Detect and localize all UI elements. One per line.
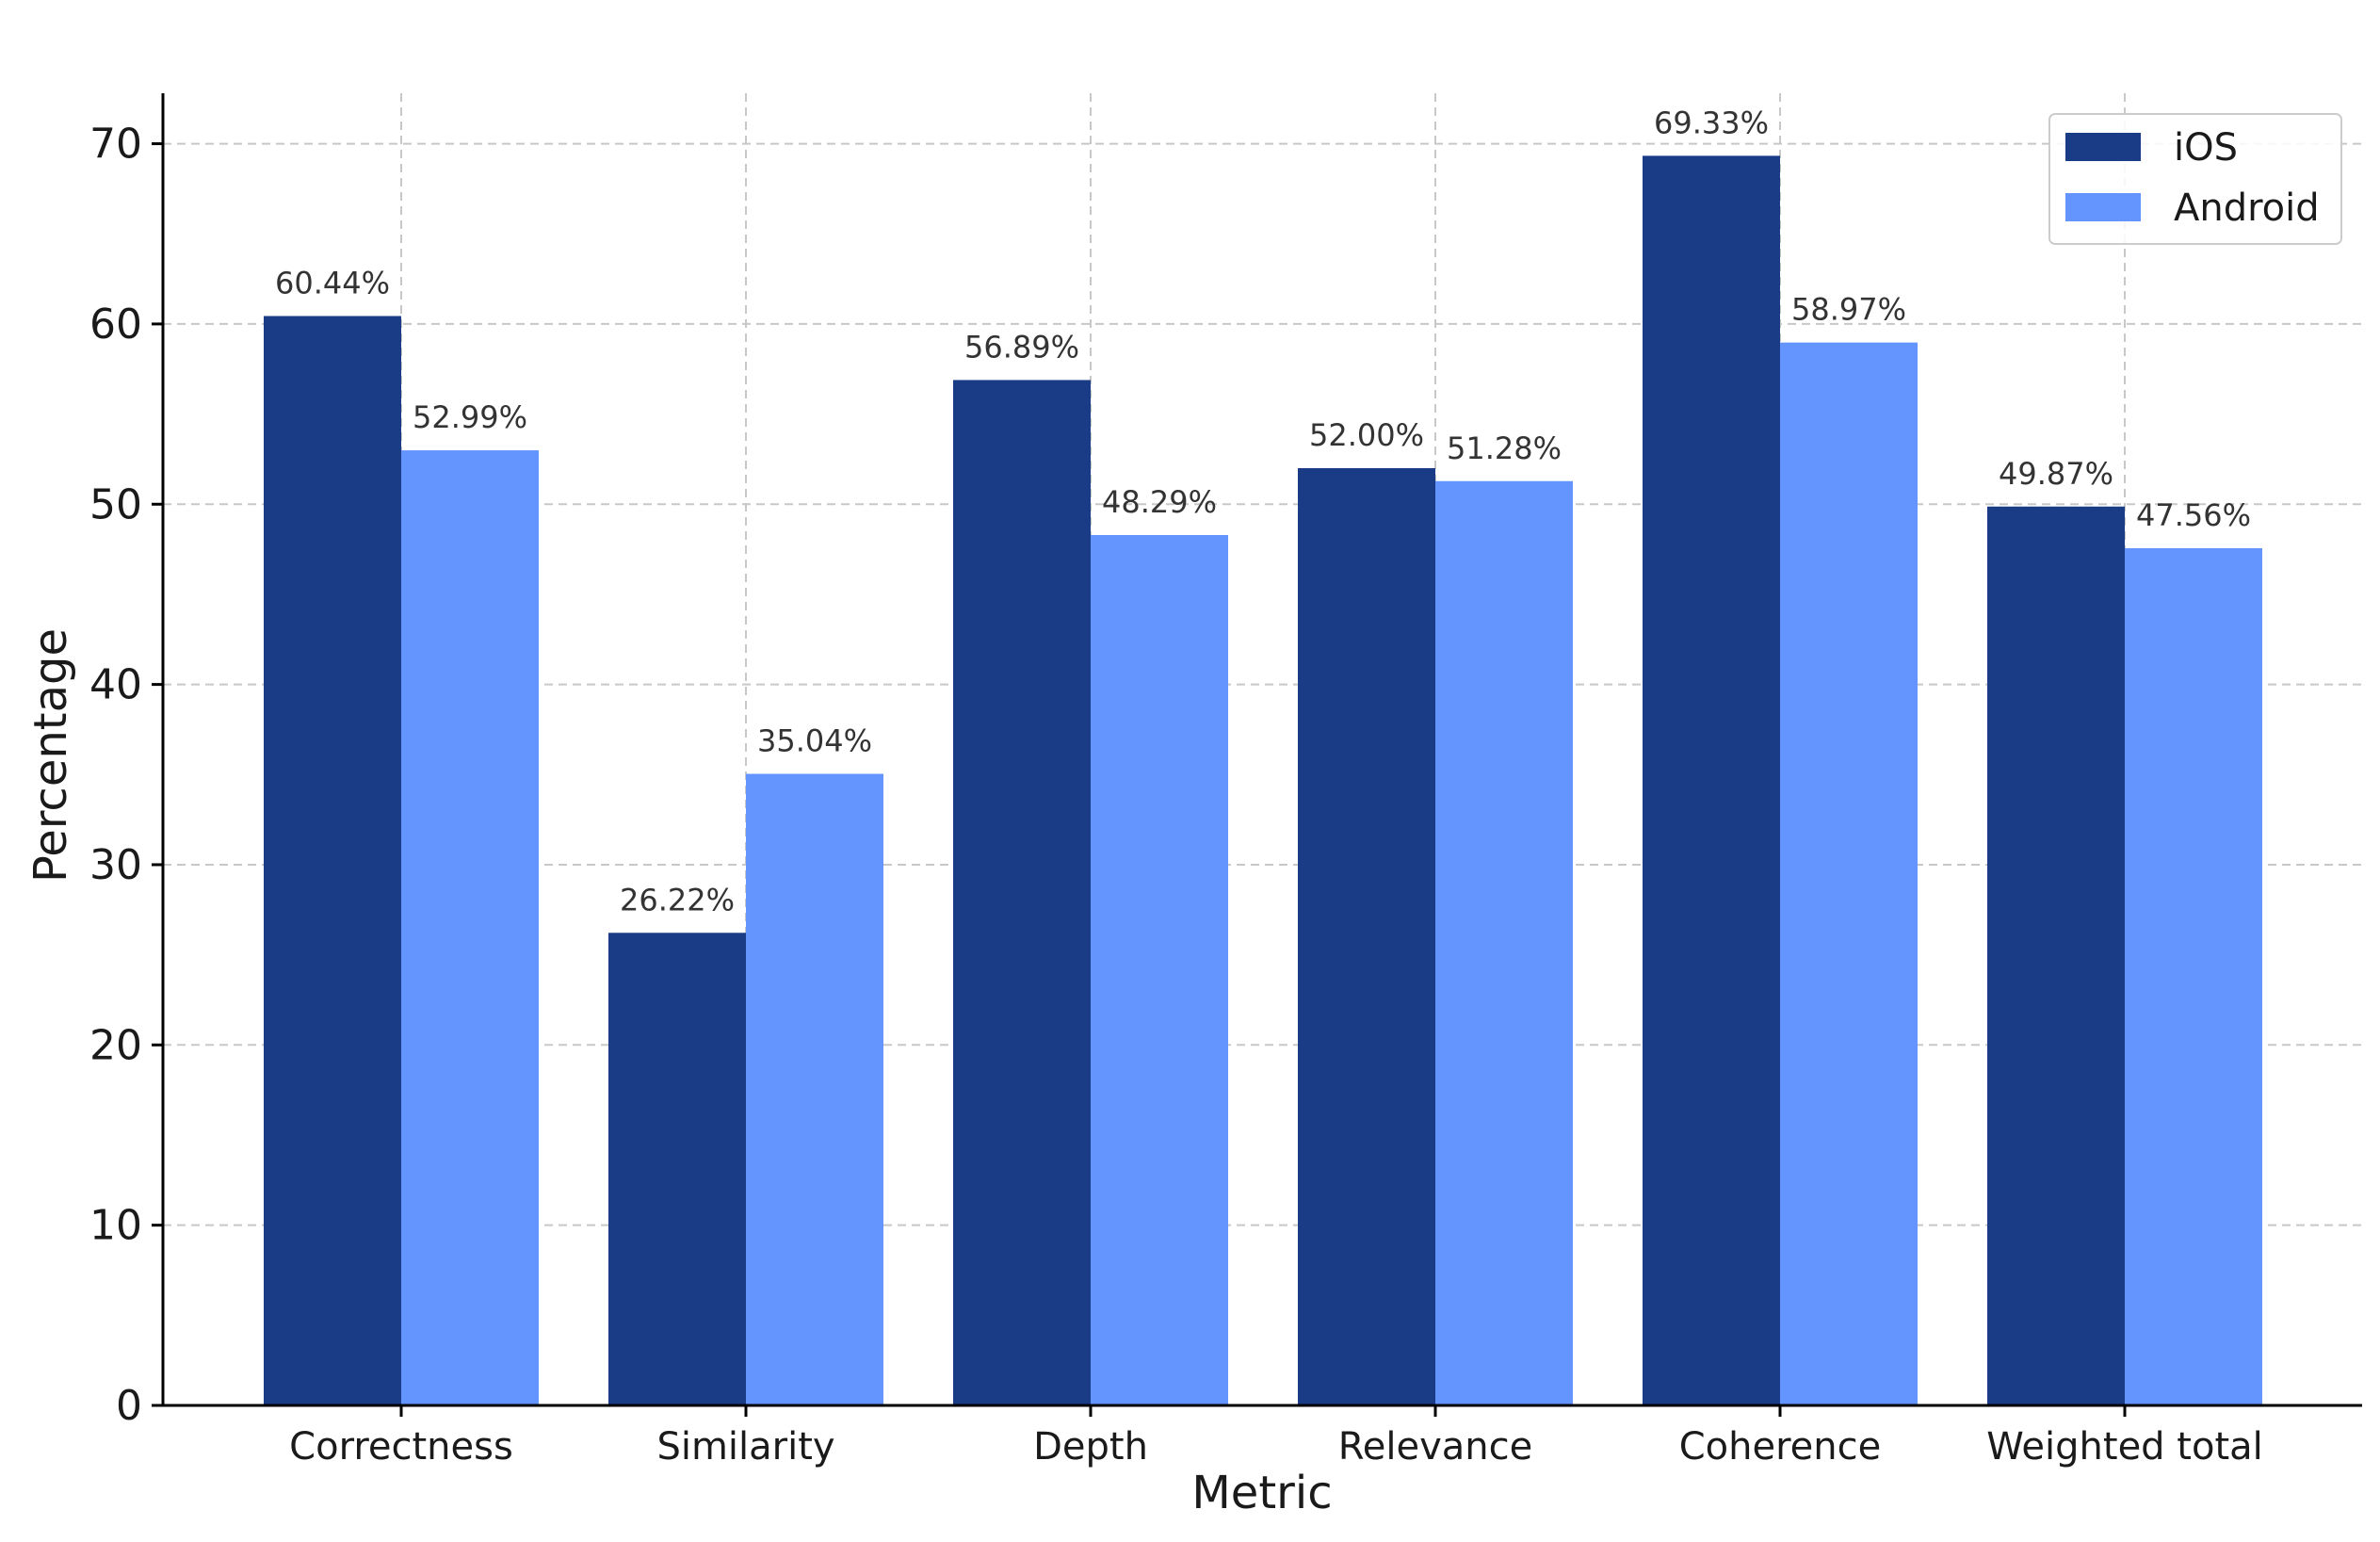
legend-swatch-android: [2065, 193, 2141, 221]
data-label: 58.97%: [1791, 292, 1906, 328]
data-label: 26.22%: [620, 882, 735, 917]
x-tick-label: Relevance: [1338, 1425, 1532, 1469]
y-tick-label: 0: [116, 1382, 142, 1430]
bar-android-1: [746, 773, 883, 1405]
bar-ios-1: [608, 933, 746, 1405]
bar-android-2: [1091, 534, 1228, 1405]
data-labels: 60.44% 26.22% 56.89% 52.00% 69.33% 49.87% 52.9…: [275, 105, 2251, 917]
y-tick-label: 60: [89, 300, 142, 349]
bar-ios-5: [1987, 506, 2125, 1405]
axes: 0 10 20 30 40 50 60 70 Correctness Similarity Dept…: [89, 93, 2362, 1469]
legend-label-android: Android: [2174, 187, 2320, 230]
legend: iOS Android: [2048, 113, 2342, 245]
x-tick-label: Coherence: [1679, 1425, 1882, 1469]
x-tick-label: Similarity: [656, 1425, 834, 1469]
bars: [264, 155, 2262, 1406]
x-tick-label: Weighted total: [1986, 1425, 2263, 1469]
data-label: 52.00%: [1309, 417, 1424, 453]
data-label: 60.44%: [275, 266, 390, 301]
bar-ios-2: [953, 380, 1091, 1405]
data-label: 35.04%: [757, 723, 872, 759]
data-label: 56.89%: [964, 329, 1079, 365]
y-tick-label: 10: [89, 1202, 142, 1250]
bar-android-4: [1780, 342, 1918, 1406]
bar-ios-3: [1298, 468, 1435, 1405]
bar-ios-4: [1643, 155, 1780, 1406]
legend-label-ios: iOS: [2174, 126, 2238, 170]
data-label: 52.99%: [413, 399, 527, 435]
y-tick-label: 20: [89, 1021, 142, 1069]
legend-swatch-ios: [2065, 133, 2141, 161]
bar-android-5: [2125, 547, 2262, 1405]
bar-android-0: [401, 450, 539, 1405]
data-label: 48.29%: [1102, 484, 1217, 520]
data-label: 49.87%: [1999, 456, 2113, 492]
y-axis-title: Percentage: [24, 628, 77, 883]
data-label: 47.56%: [2136, 497, 2251, 533]
y-tick-label: 30: [89, 841, 142, 889]
x-axis-title: Metric: [1191, 1467, 1332, 1519]
y-tick-label: 70: [89, 121, 142, 169]
y-tick-label: 50: [89, 480, 142, 528]
bar-android-3: [1435, 480, 1573, 1405]
x-tick-label: Depth: [1033, 1425, 1148, 1469]
data-label: 51.28%: [1447, 430, 1562, 466]
bar-ios-0: [264, 316, 401, 1405]
x-tick-label: Correctness: [289, 1425, 513, 1469]
y-tick-label: 40: [89, 661, 142, 709]
data-label: 69.33%: [1654, 105, 1769, 140]
